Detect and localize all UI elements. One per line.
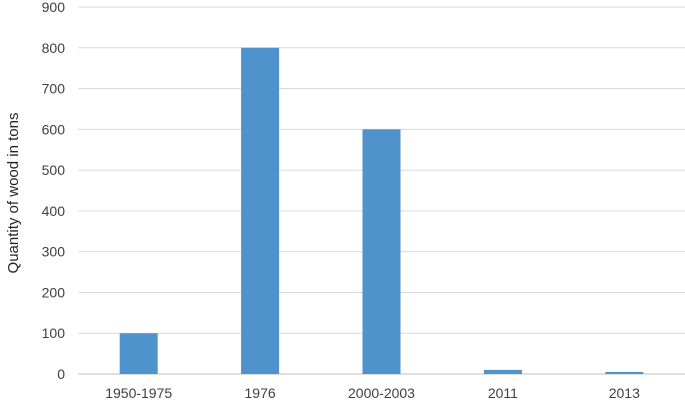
y-axis-title: Quantity of wood in tons [5,113,22,274]
y-tick-label: 600 [42,121,66,137]
x-tick-label: 2011 [488,385,518,401]
y-tick-label: 400 [42,203,66,219]
y-tick-label: 200 [42,284,66,300]
y-tick-label: 500 [42,162,66,178]
bar [483,369,522,374]
y-tick-label: 300 [42,244,66,260]
x-tick-label: 1950-1975 [105,385,172,401]
y-tick-label: 900 [42,0,66,15]
bar [362,129,401,374]
y-tick-label: 100 [42,325,66,341]
x-tick-label: 1976 [245,385,276,401]
y-axis-ticks: 0 100 200 300 400 500 600 700 800 900 [42,0,66,382]
bar [241,47,280,375]
bar [605,371,644,374]
y-tick-label: 700 [42,81,66,97]
x-tick-label: 2000-2003 [348,385,415,401]
x-tick-label: 2013 [609,385,640,401]
x-axis-ticks: 1950-1975 1976 2000-2003 2011 2013 [105,385,640,401]
y-tick-label: 800 [42,40,66,56]
y-tick-label: 0 [57,366,65,382]
bars [119,47,644,375]
bar [119,333,158,374]
